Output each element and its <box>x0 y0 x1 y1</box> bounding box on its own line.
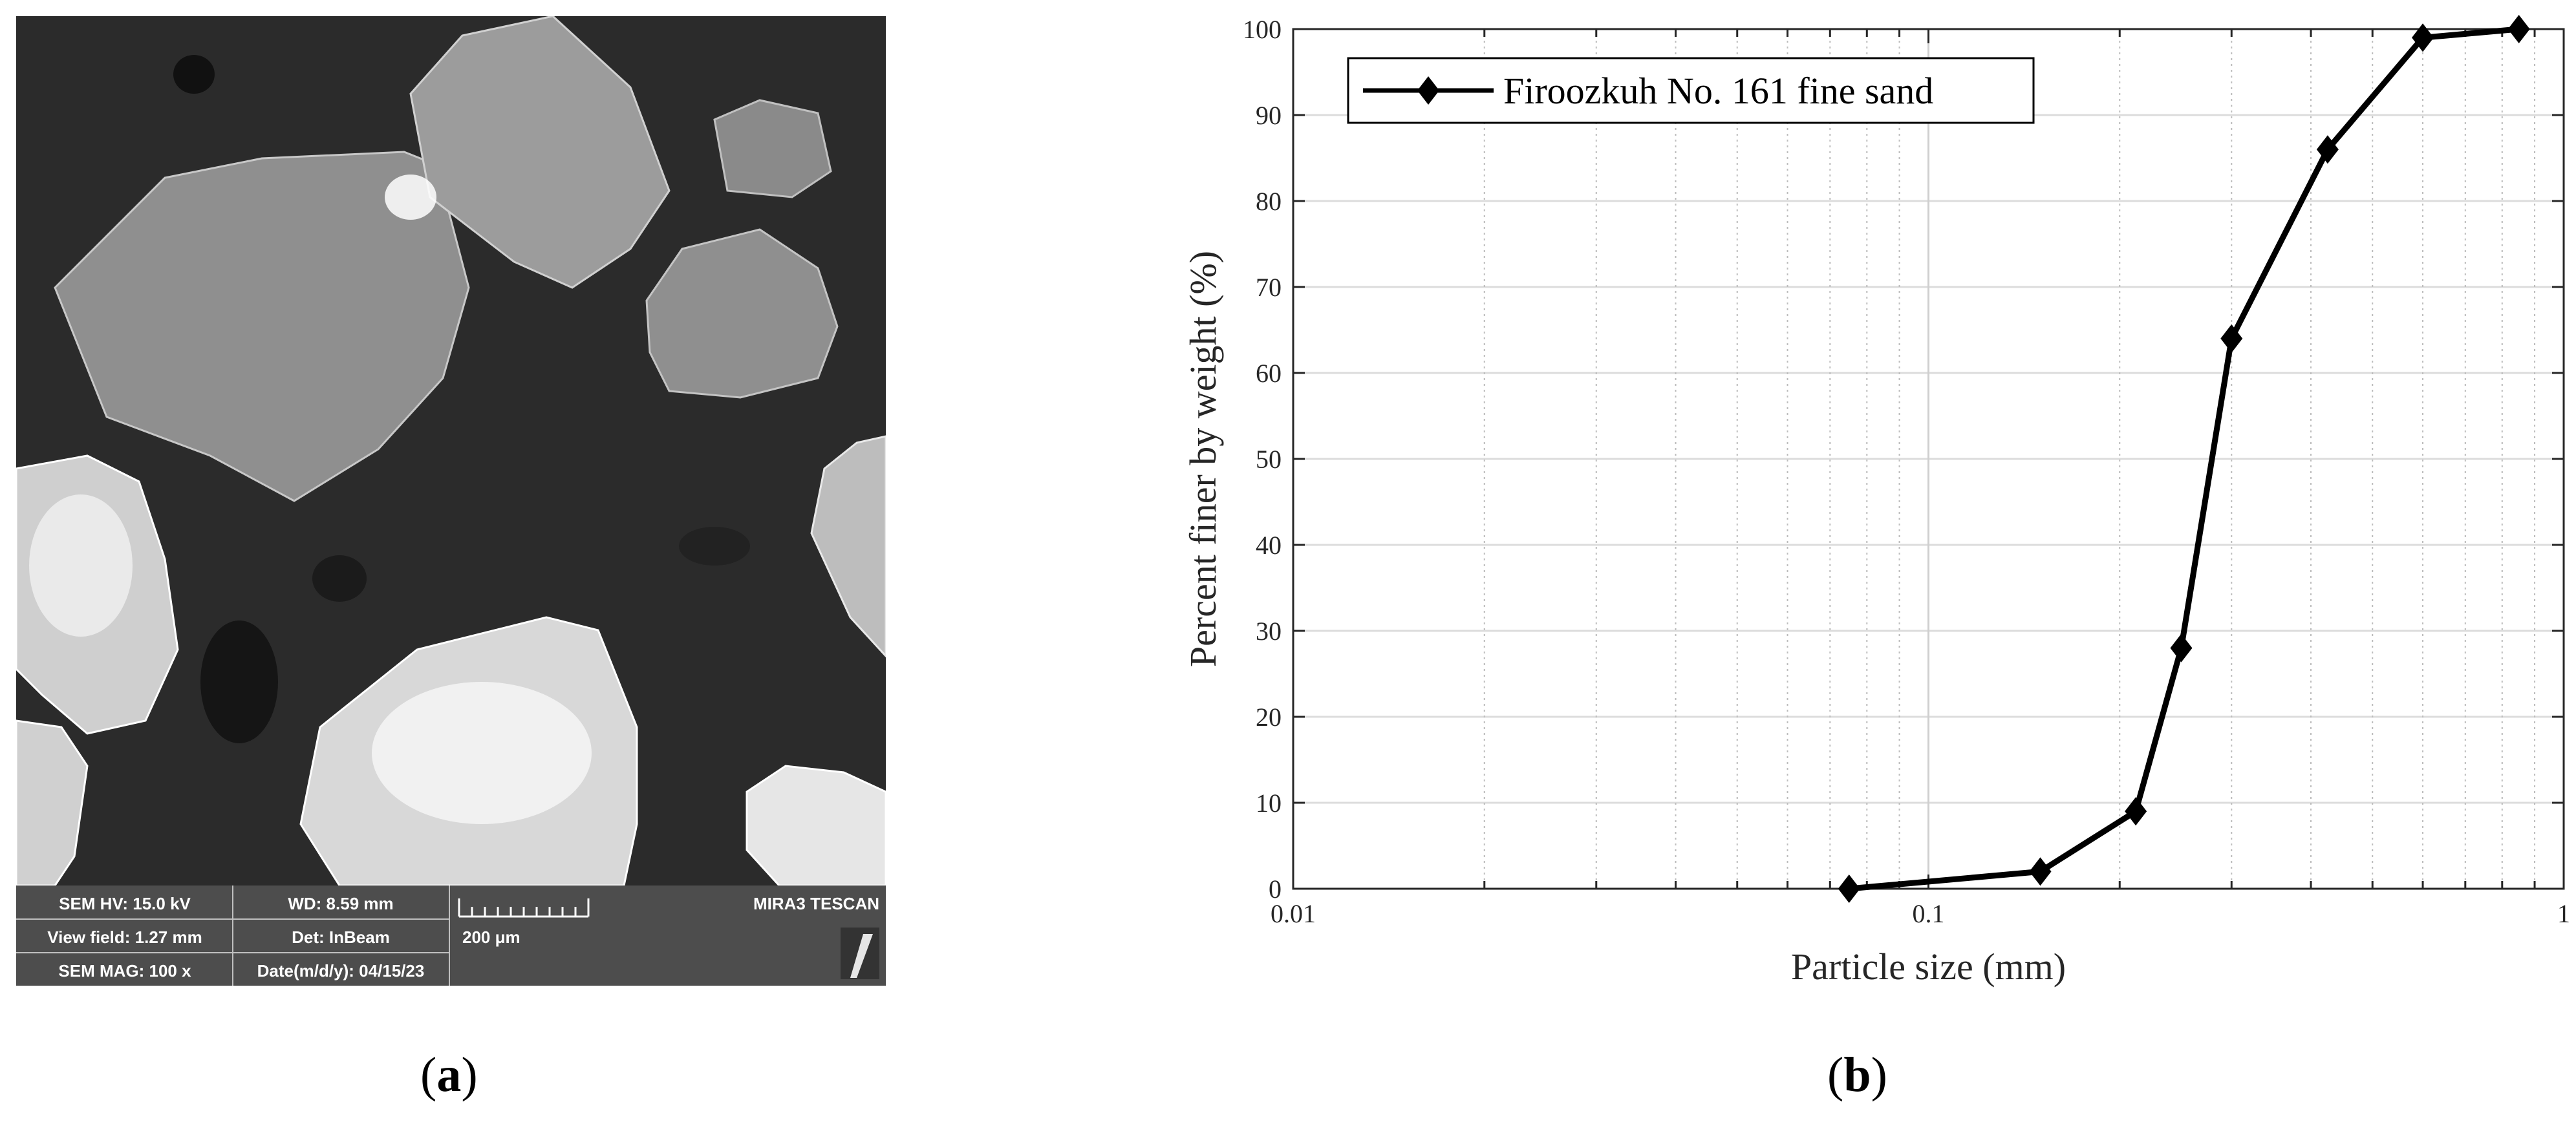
data-point-marker <box>2125 797 2147 826</box>
data-point-marker <box>2316 135 2339 164</box>
y-tick-label: 90 <box>1256 101 1282 130</box>
y-tick-label: 20 <box>1256 703 1282 732</box>
data-point-marker <box>2507 15 2530 43</box>
y-tick-label: 70 <box>1256 273 1282 302</box>
sand-grain-bright <box>16 719 89 887</box>
sand-grain-bright <box>746 765 886 887</box>
sand-grain <box>54 151 470 502</box>
grain-highlight <box>385 175 436 220</box>
grain-highlight <box>372 682 592 824</box>
panel-label-a: (a) <box>420 1047 478 1103</box>
sand-grain <box>713 99 832 198</box>
data-point-marker <box>2220 324 2243 353</box>
data-point-marker <box>1838 875 1860 903</box>
sand-grain <box>409 16 671 289</box>
panel-a-letter: a <box>436 1048 462 1102</box>
sand-grain <box>645 228 839 399</box>
panel-b-letter: b <box>1843 1048 1871 1102</box>
sem-date-text: Date(m/d/y): 04/15/23 <box>257 961 425 981</box>
data-point-marker <box>2170 633 2193 663</box>
y-tick-label: 60 <box>1256 359 1282 388</box>
sem-wd-text: WD: 8.59 mm <box>288 894 393 913</box>
sem-mag-text: SEM MAG: 100 x <box>58 961 191 981</box>
panel-b-paren-open: ( <box>1827 1048 1844 1102</box>
sem-pit <box>312 555 367 602</box>
y-tick-label: 100 <box>1243 15 1282 44</box>
scale-bar <box>458 898 590 918</box>
data-point-marker <box>2029 857 2052 886</box>
sem-hv-text: SEM HV: 15.0 kV <box>59 894 191 913</box>
grain-size-chart: 0 10 20 30 40 50 60 70 80 90 100 0.01 0.1 1 Particle … <box>1182 15 2570 988</box>
sem-micrograph: SEM HV: 15.0 kV WD: 8.59 mm View field: … <box>16 16 886 986</box>
x-tick-label: 1 <box>2557 899 2570 928</box>
y-tick-label: 40 <box>1256 531 1282 560</box>
chart-grid <box>1293 29 2564 889</box>
sem-detector-text: Det: InBeam <box>292 928 390 947</box>
x-axis-title: Particle size (mm) <box>1791 946 2066 988</box>
panel-b-paren-close: ) <box>1871 1048 1887 1102</box>
scale-bar-label: 200 μm <box>462 928 521 947</box>
sem-brand-text: MIRA3 TESCAN <box>753 894 879 913</box>
data-point-marker <box>2412 23 2434 52</box>
chart-series <box>1838 15 2530 903</box>
sem-pit <box>200 620 278 743</box>
x-tick-label: 0.01 <box>1271 899 1316 928</box>
x-tick-label: 0.1 <box>1913 899 1945 928</box>
panel-a-paren-open: ( <box>420 1048 437 1102</box>
sand-grain <box>810 435 886 658</box>
tescan-logo-mark <box>850 934 873 978</box>
chart-tick-labels: 0 10 20 30 40 50 60 70 80 90 100 0.01 0.1 1 <box>1243 15 2570 928</box>
legend-entry-label: Firoozkuh No. 161 fine sand <box>1503 70 1933 112</box>
legend-diamond-marker <box>1417 76 1439 105</box>
panel-a-paren-close: ) <box>461 1048 478 1102</box>
sem-info-bar <box>16 885 886 986</box>
y-axis-title: Percent finer by weight (%) <box>1182 251 1224 667</box>
sem-pit <box>173 55 215 94</box>
chart-axes <box>1292 28 2565 890</box>
sem-view-field-text: View field: 1.27 mm <box>47 928 202 947</box>
y-tick-label: 0 <box>1269 875 1282 904</box>
series-line <box>1849 26 2520 892</box>
y-tick-label: 80 <box>1256 187 1282 216</box>
y-tick-label: 30 <box>1256 617 1282 646</box>
grain-highlight <box>29 494 133 637</box>
y-tick-label: 50 <box>1256 445 1282 474</box>
y-tick-label: 10 <box>1256 789 1282 818</box>
chart-legend: Firoozkuh No. 161 fine sand <box>1347 57 2035 124</box>
panel-label-b: (b) <box>1827 1047 1887 1103</box>
sem-pit <box>679 527 750 566</box>
